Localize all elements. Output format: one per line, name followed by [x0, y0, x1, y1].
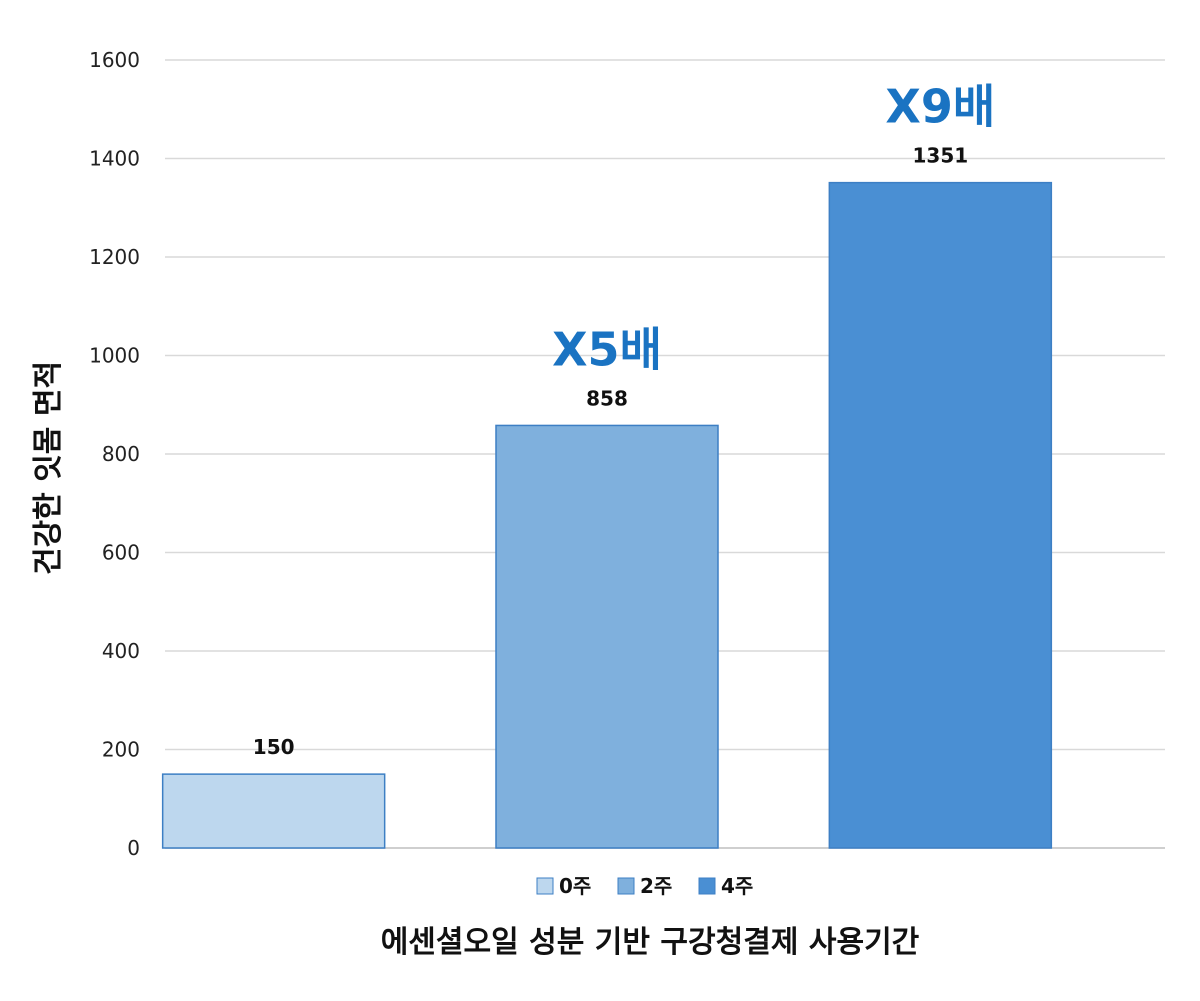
legend-label: 2주: [640, 874, 672, 898]
legend-label: 0주: [559, 874, 591, 898]
y-tick-label: 1000: [89, 344, 140, 368]
y-tick-label: 1600: [89, 48, 140, 72]
multiplier-annotation: X5배: [552, 322, 662, 376]
y-axis-ticks: 0 200 400 600 800 1000 1200 1400 1600: [89, 48, 140, 860]
x-axis-label: 에센셜오일 성분 기반 구강청결제 사용기간: [381, 925, 920, 960]
legend-swatch: [536, 877, 554, 895]
legend-swatch: [698, 877, 716, 895]
y-tick-label: 0: [127, 836, 140, 860]
bar-2주: [495, 424, 719, 849]
bar-0주: [161, 773, 386, 849]
y-tick-label: 1200: [89, 245, 140, 269]
data-label: 150: [253, 735, 295, 759]
y-tick-label: 600: [102, 541, 140, 565]
bars: [161, 181, 1053, 849]
legend-label: 4주: [721, 874, 753, 898]
y-tick-label: 800: [102, 442, 140, 466]
y-tick-label: 400: [102, 639, 140, 663]
y-tick-label: 200: [102, 738, 140, 762]
legend: 0주 2주 4주: [536, 874, 753, 898]
y-tick-label: 1400: [89, 147, 140, 171]
multiplier-annotation: X9배: [885, 80, 995, 134]
data-label: 858: [586, 386, 628, 410]
annotations: X5배 X9배: [552, 80, 995, 377]
bar-4주: [828, 181, 1053, 849]
y-axis-label: 건강한 잇몸 면적: [31, 361, 66, 575]
legend-swatch: [617, 877, 635, 895]
data-labels: 150 858 1351: [253, 144, 968, 759]
data-label: 1351: [912, 144, 968, 168]
